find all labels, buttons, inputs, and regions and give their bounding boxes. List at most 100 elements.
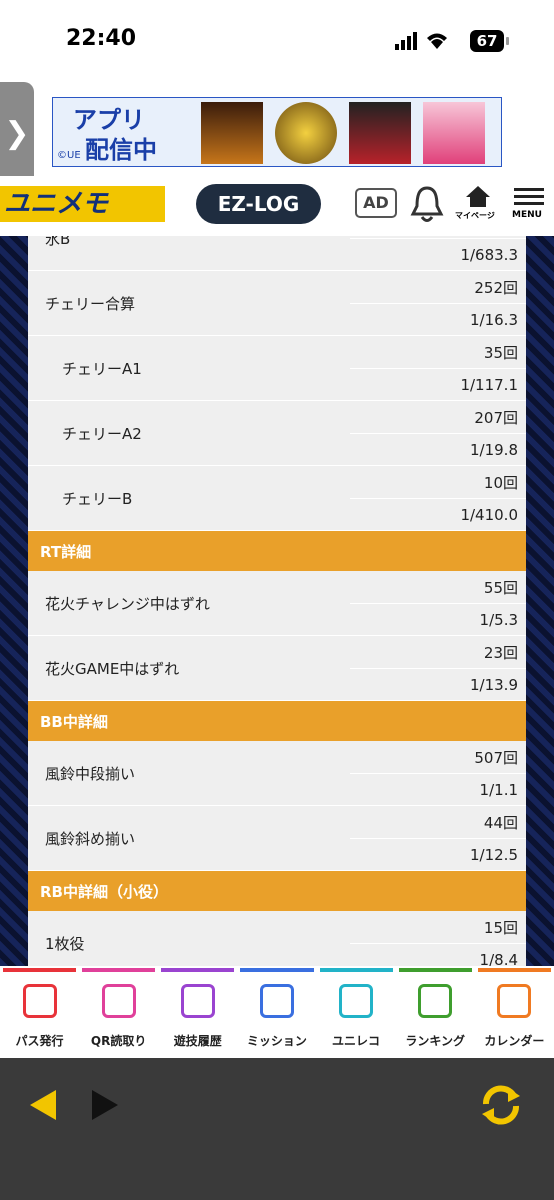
nav-color-bar	[319, 968, 393, 972]
stat-row: 1枚役 15回 1/8.4	[28, 911, 526, 966]
game-logo	[423, 102, 485, 164]
nav-color-bar	[477, 968, 551, 972]
prob-value: 1/8.4	[479, 951, 518, 966]
nav-color-bar	[161, 968, 235, 972]
banner[interactable]: アプリ 配信中 ©UE	[52, 97, 502, 167]
count-value: 207回	[474, 409, 518, 427]
game-logo	[349, 102, 411, 164]
mypage-label[interactable]: マイページ	[455, 211, 495, 220]
side-pattern	[526, 236, 554, 966]
clock: 22:40	[66, 26, 137, 51]
nav-icon	[259, 984, 294, 1018]
banner-copyright: ©UE	[57, 150, 81, 161]
count-value: 507回	[474, 749, 518, 767]
site-logo[interactable]: ユニメモ	[0, 186, 165, 222]
side-tab[interactable]: ❯	[0, 82, 34, 186]
nav-icon	[22, 984, 57, 1018]
nav-label: QR読取り	[90, 1034, 147, 1048]
count-value: 55回	[483, 579, 518, 597]
stat-row: 花火GAME中はずれ 23回 1/13.9	[28, 636, 526, 701]
row-label: 風鈴斜め揃い	[45, 830, 136, 848]
prob-value: 1/1.1	[479, 781, 518, 799]
stat-row: チェリーB 10回 1/410.0	[28, 466, 526, 531]
row-divider	[350, 668, 526, 669]
row-label: チェリー合算	[45, 295, 136, 313]
stat-row: 花火チャレンジ中はずれ 55回 1/5.3	[28, 571, 526, 636]
row-divider	[350, 303, 526, 304]
row-label: 花火GAME中はずれ	[45, 660, 180, 678]
nav-label: カレンダー	[484, 1034, 545, 1048]
nav-label: ランキング	[405, 1034, 466, 1048]
nav-icon	[180, 984, 215, 1018]
banner-line2: 配信中	[85, 136, 157, 164]
battery-tip	[506, 37, 509, 45]
stats-table: 氷B 1/683.3 チェリー合算 252回 1/16.3 チェリーA1 35回 1/117.…	[28, 236, 526, 966]
nav-color-bar	[398, 968, 472, 972]
nav-item[interactable]: パス発行	[0, 972, 79, 1058]
nav-item[interactable]: QR読取り	[79, 972, 158, 1058]
home-icon[interactable]	[464, 184, 492, 208]
forward-button[interactable]	[90, 1088, 120, 1122]
nav-label: ユニレコ	[332, 1034, 381, 1048]
battery: 67	[470, 30, 504, 52]
row-divider	[350, 603, 526, 604]
row-divider	[350, 773, 526, 774]
row-divider	[350, 433, 526, 434]
stat-row: チェリーA1 35回 1/117.1	[28, 336, 526, 401]
prob-value: 1/13.9	[470, 676, 518, 694]
prob-value: 1/12.5	[470, 846, 518, 864]
nav-color-bar	[3, 968, 77, 972]
prob-value: 1/16.3	[470, 311, 518, 329]
stat-row: チェリー合算 252回 1/16.3	[28, 271, 526, 336]
nav-item[interactable]: ミッション	[237, 972, 316, 1058]
row-label: 1枚役	[45, 935, 85, 953]
nav-icon	[339, 984, 374, 1018]
prob-value: 1/19.8	[470, 441, 518, 459]
prob-value: 1/683.3	[460, 246, 518, 264]
prob-value: 1/117.1	[460, 376, 518, 394]
prob-value: 1/410.0	[460, 506, 518, 524]
stat-row: 風鈴中段揃い 507回 1/1.1	[28, 741, 526, 806]
nav-item[interactable]: 遊技履歴	[158, 972, 237, 1058]
nav-color-bar	[240, 968, 314, 972]
row-label: チェリーA2	[62, 425, 142, 443]
section-header: BB中詳細	[28, 701, 526, 741]
prob-value: 1/5.3	[479, 611, 518, 629]
section-header: RB中詳細（小役）	[28, 871, 526, 911]
row-divider	[350, 943, 526, 944]
stat-row: 風鈴斜め揃い 44回 1/12.5	[28, 806, 526, 871]
menu-label[interactable]: MENU	[512, 210, 542, 220]
nav-icon	[497, 984, 532, 1018]
bottom-nav: パス発行 QR読取り 遊技履歴 ミッション ユニレコ ランキング カレンダー	[0, 966, 554, 1058]
row-divider	[350, 368, 526, 369]
signal-wifi	[395, 32, 447, 50]
nav-label: ミッション	[246, 1034, 307, 1048]
banner-line1: アプリ	[73, 106, 145, 134]
row-label: 花火チャレンジ中はずれ	[45, 595, 210, 613]
bell-icon[interactable]	[410, 184, 444, 224]
count-value: 10回	[483, 474, 518, 492]
reload-button[interactable]	[478, 1082, 524, 1128]
count-value: 15回	[483, 919, 518, 937]
header: ユニメモ EZ-LOG AD マイページ MENU	[0, 176, 554, 236]
ad-button[interactable]: AD	[355, 188, 397, 218]
count-value: 23回	[483, 644, 518, 662]
count-value: 252回	[474, 279, 518, 297]
ezlog-button[interactable]: EZ-LOG	[196, 184, 321, 224]
nav-item[interactable]: ユニレコ	[317, 972, 396, 1058]
count-value: 44回	[483, 814, 518, 832]
menu-icon[interactable]	[514, 186, 544, 208]
side-pattern	[0, 236, 28, 966]
nav-item[interactable]: ランキング	[396, 972, 475, 1058]
nav-item[interactable]: カレンダー	[475, 972, 554, 1058]
nav-label: 遊技履歴	[173, 1034, 222, 1048]
nav-label: パス発行	[15, 1034, 64, 1048]
content: 氷B 1/683.3 チェリー合算 252回 1/16.3 チェリーA1 35回 1/117.…	[0, 236, 554, 966]
row-label: 風鈴中段揃い	[45, 765, 136, 783]
back-button[interactable]	[28, 1088, 58, 1122]
stat-row: 氷B 1/683.3	[28, 236, 526, 271]
row-divider	[350, 838, 526, 839]
nav-color-bar	[82, 968, 156, 972]
row-label: チェリーB	[62, 490, 133, 508]
